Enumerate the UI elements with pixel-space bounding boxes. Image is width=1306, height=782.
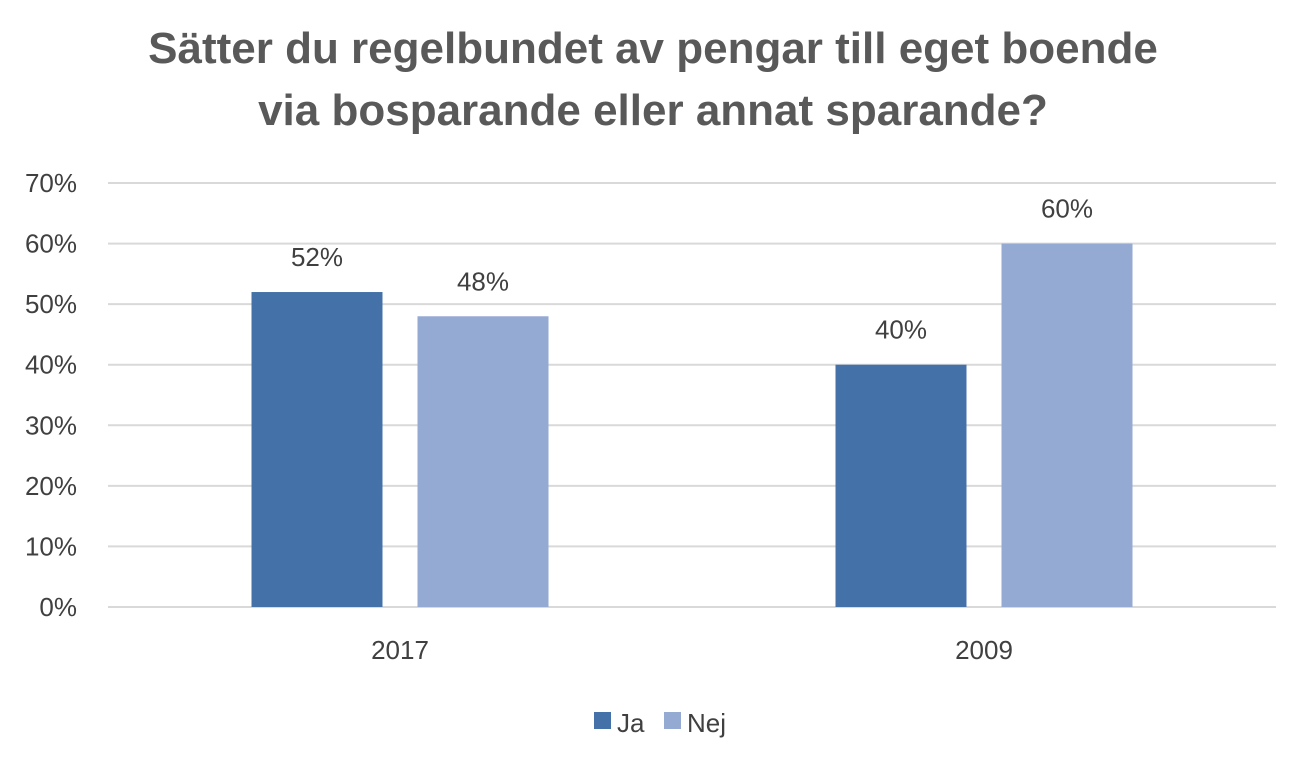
y-tick-label: 30% bbox=[25, 410, 77, 440]
y-tick-label: 10% bbox=[25, 531, 77, 561]
data-labels: 52% 48% 40% 60% bbox=[291, 194, 1093, 345]
x-category-label: 2009 bbox=[955, 635, 1013, 665]
y-tick-label: 60% bbox=[25, 229, 77, 259]
chart-title: Sätter du regelbundet av pengar till ege… bbox=[0, 18, 1306, 142]
x-axis-category-labels: 2017 2009 bbox=[371, 635, 1013, 665]
data-label: 48% bbox=[457, 266, 509, 296]
data-label: 52% bbox=[291, 242, 343, 272]
y-tick-label: 50% bbox=[25, 289, 77, 319]
bar-nej-2009 bbox=[1001, 243, 1133, 608]
chart-title-line-2: via bosparande eller annat sparande? bbox=[258, 86, 1048, 135]
bar-ja-2017 bbox=[251, 292, 383, 607]
bar-nej-2017 bbox=[417, 316, 549, 607]
y-tick-label: 20% bbox=[25, 471, 77, 501]
data-label: 60% bbox=[1041, 194, 1093, 224]
legend-label-nej: Nej bbox=[687, 708, 726, 738]
legend-swatch-ja bbox=[594, 712, 611, 729]
y-tick-label: 70% bbox=[25, 168, 77, 198]
legend-label-ja: Ja bbox=[617, 708, 645, 738]
bars bbox=[251, 243, 1133, 608]
data-label: 40% bbox=[875, 315, 927, 345]
legend-swatch-nej bbox=[664, 712, 681, 729]
x-category-label: 2017 bbox=[371, 635, 429, 665]
y-tick-label: 40% bbox=[25, 350, 77, 380]
legend: Ja Nej bbox=[594, 708, 726, 738]
y-tick-label: 0% bbox=[39, 592, 77, 622]
bar-ja-2009 bbox=[835, 364, 967, 607]
chart-title-line-1: Sätter du regelbundet av pengar till ege… bbox=[148, 24, 1158, 73]
y-axis-tick-labels: 0% 10% 20% 30% 40% 50% 60% 70% bbox=[25, 168, 77, 622]
